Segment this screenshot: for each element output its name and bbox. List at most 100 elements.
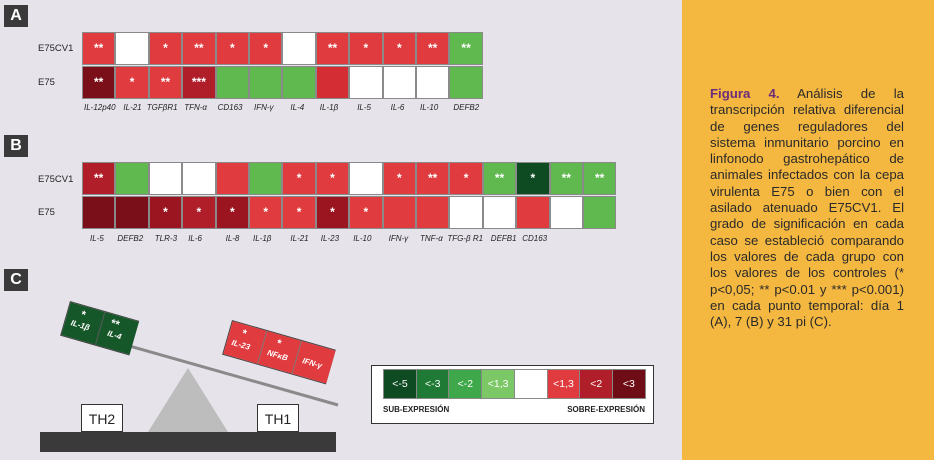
legend-sub-expression: SUB-EXPRESIÓN — [383, 405, 450, 414]
heatmap-cell: * — [249, 32, 283, 65]
heatmap-column-label: IL-1β — [253, 234, 272, 243]
heatmap-column-label: IL-8 — [225, 234, 240, 243]
heatmap-cell: ** — [82, 162, 116, 195]
heatmap-column-label: IL-21 — [123, 103, 142, 112]
heatmap-cell — [282, 66, 316, 99]
legend-swatch: <1,3 — [481, 369, 516, 399]
heatmap-column-label: IL-1β — [319, 103, 339, 112]
heatmap-column-label: CD163 — [217, 103, 243, 112]
legend-swatch: <-5 — [383, 369, 417, 399]
heatmap-cell — [215, 162, 249, 195]
heatmap-column-label: TGFβR1 — [146, 103, 178, 112]
heatmap-cell: * — [215, 196, 249, 229]
heatmap-cell: ** — [449, 32, 483, 65]
legend-swatch: <-3 — [415, 369, 450, 399]
heatmap-cell: * — [349, 32, 383, 65]
heatmap-cell — [249, 162, 283, 195]
heatmap-cell — [148, 162, 183, 195]
heatmap-cell — [215, 66, 249, 99]
th2-label: TH2 — [81, 404, 123, 432]
heatmap-column-label: TFN-α — [184, 103, 207, 112]
heatmap-cell: ** — [82, 32, 116, 65]
legend-swatch: <1,3 — [546, 369, 581, 399]
panel-a-row-label: E75CV1 — [38, 43, 74, 54]
panel-b-row-label: E75 — [38, 207, 55, 218]
heatmap-cell — [115, 162, 149, 195]
heatmap-column-label: IL-12p40 — [84, 103, 116, 112]
heatmap-cell — [115, 32, 149, 65]
heatmap-column-label: IL-21 — [290, 234, 309, 243]
heatmap-cell — [482, 196, 517, 229]
figure-caption: Figura 4. Análisis de la transcripción r… — [710, 86, 904, 330]
heatmap-cell: * — [148, 32, 183, 65]
heatmap-cell: * — [516, 162, 550, 195]
color-legend: <-5 <-3 <-2 <1,3 * <1,3 <2 <3 SUB-EXPRESIÓN SOB… — [371, 365, 654, 424]
caption-title: Figura 4. — [710, 86, 780, 101]
heatmap-cell: ** — [315, 32, 350, 65]
legend-swatch: <-2 — [448, 369, 483, 399]
balance-fulcrum — [148, 368, 228, 432]
heatmap-cell: * — [215, 32, 249, 65]
heatmap-column-label: IL-4 — [290, 103, 305, 112]
heatmap-cell: ** — [583, 162, 617, 195]
heatmap-cell — [516, 196, 550, 229]
caption-panel: Figura 4. Análisis de la transcripción r… — [682, 0, 934, 460]
panel-a-label: A — [4, 5, 28, 27]
heatmap-cell: * — [282, 162, 316, 195]
heatmap-column-label: IL-10 — [353, 234, 372, 243]
heatmap-cell — [315, 66, 350, 99]
heatmap-column-label: IL-5 — [90, 234, 104, 243]
legend-over-expression: SOBRE-EXPRESIÓN — [567, 405, 645, 414]
heatmap-column-label: IL-6 — [390, 103, 405, 112]
heatmap-cell: * — [382, 162, 416, 195]
heatmap-cell: ** — [82, 66, 116, 99]
heatmap-cell — [249, 66, 283, 99]
heatmap-cell: ** — [148, 66, 183, 99]
figure-panel: A E75CV1 E75 ** * ** * * ** * * ** ** ** * ** *** IL-1… — [0, 0, 682, 460]
heatmap-cell — [382, 196, 416, 229]
heatmap-cell: * — [115, 66, 149, 99]
heatmap-column-label: IL-23 — [320, 234, 340, 243]
heatmap-column-label: CD163 — [522, 234, 548, 243]
heatmap-column-label: TLR-3 — [154, 234, 178, 243]
heatmap-cell — [416, 196, 450, 229]
heatmap-cell — [382, 66, 416, 99]
balance-base — [40, 432, 336, 452]
heatmap-cell: ** — [482, 162, 517, 195]
legend-swatch: <2 — [579, 369, 614, 399]
legend-swatch: * — [513, 369, 548, 399]
heatmap-cell — [115, 196, 149, 229]
heatmap-cell — [549, 196, 583, 229]
heatmap-column-label: TNF-α — [420, 234, 443, 243]
heatmap-cell: * — [148, 196, 183, 229]
heatmap-column-label: DEFB2 — [453, 103, 480, 112]
heatmap-cell — [182, 162, 216, 195]
heatmap-cell: ** — [549, 162, 583, 195]
panel-b-row-label: E75CV1 — [38, 174, 74, 185]
panel-a-row-label: E75 — [38, 77, 55, 88]
heatmap-cell: * — [182, 196, 216, 229]
heatmap-cell — [349, 162, 383, 195]
heatmap-cell: *** — [182, 66, 216, 99]
heatmap-cell: * — [282, 196, 316, 229]
heatmap-cell — [349, 66, 383, 99]
legend-swatch: <3 — [611, 369, 646, 399]
heatmap-cell: * — [349, 196, 383, 229]
heatmap-cell: * — [382, 32, 416, 65]
heatmap-column-label: IFN-γ — [254, 103, 274, 112]
heatmap-cell: * — [315, 196, 350, 229]
heatmap-column-label: DEFB2 — [117, 234, 144, 243]
heatmap-cell — [583, 196, 617, 229]
balance-scale-diagram — [40, 326, 339, 452]
caption-text: Análisis de la transcripción relativa di… — [710, 86, 904, 330]
heatmap-column-label: TFG-β R1 — [447, 234, 484, 243]
heatmap-cell: ** — [416, 162, 450, 195]
panel-b-label: B — [4, 135, 28, 157]
heatmap-cell — [449, 66, 483, 99]
heatmap-cell — [282, 32, 316, 65]
heatmap-cell — [416, 66, 450, 99]
heatmap-column-label: IL-6 — [188, 234, 202, 243]
heatmap-cell: * — [449, 162, 483, 195]
heatmap-column-label: DEFB1 — [490, 234, 517, 243]
